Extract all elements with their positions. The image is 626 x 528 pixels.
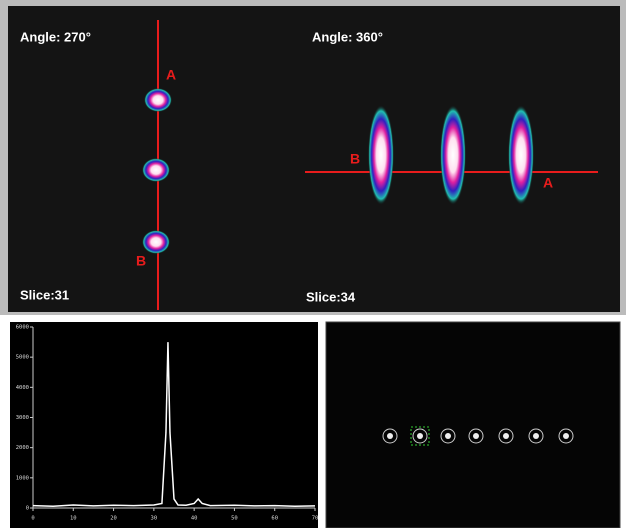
- x-tick-label: 10: [70, 516, 77, 522]
- y-tick-label: 1000: [16, 475, 29, 481]
- rod-core: [417, 433, 423, 439]
- blob: [142, 230, 170, 254]
- phantom-panel: [326, 322, 620, 528]
- y-tick-label: 4000: [16, 385, 29, 391]
- rod-core: [473, 433, 479, 439]
- slice-label: Slice:31: [20, 287, 69, 302]
- angle-label: Angle: 360°: [312, 29, 383, 44]
- x-tick-label: 30: [151, 516, 158, 522]
- chart-panel: [10, 322, 318, 528]
- marker: A: [166, 67, 176, 83]
- angle-label: Angle: 270°: [20, 29, 91, 44]
- x-tick-label: 40: [191, 516, 198, 522]
- y-tick-label: 5000: [16, 355, 29, 361]
- blob: [142, 158, 170, 182]
- marker: B: [350, 151, 360, 167]
- slice-label: Slice:34: [306, 289, 356, 304]
- y-tick-label: 0: [26, 506, 29, 512]
- rod-core: [387, 433, 393, 439]
- blob: [508, 105, 534, 205]
- rod-core: [445, 433, 451, 439]
- figure: Angle: 270° Slice:31 A B Angle: 360° Sli…: [0, 0, 626, 528]
- rod-core: [533, 433, 539, 439]
- rod-core: [563, 433, 569, 439]
- y-tick-label: 3000: [16, 415, 29, 421]
- rod-core: [503, 433, 509, 439]
- x-tick-label: 20: [110, 516, 117, 522]
- x-tick-label: 60: [271, 516, 278, 522]
- blob: [368, 105, 394, 205]
- y-tick-label: 2000: [16, 445, 29, 451]
- marker: A: [543, 175, 553, 191]
- x-tick-label: 70: [312, 516, 319, 522]
- blob: [144, 88, 172, 112]
- x-tick-label: 50: [231, 516, 238, 522]
- blob: [440, 105, 466, 205]
- y-tick-label: 6000: [16, 325, 29, 331]
- marker: B: [136, 253, 146, 269]
- x-tick-label: 0: [31, 516, 34, 522]
